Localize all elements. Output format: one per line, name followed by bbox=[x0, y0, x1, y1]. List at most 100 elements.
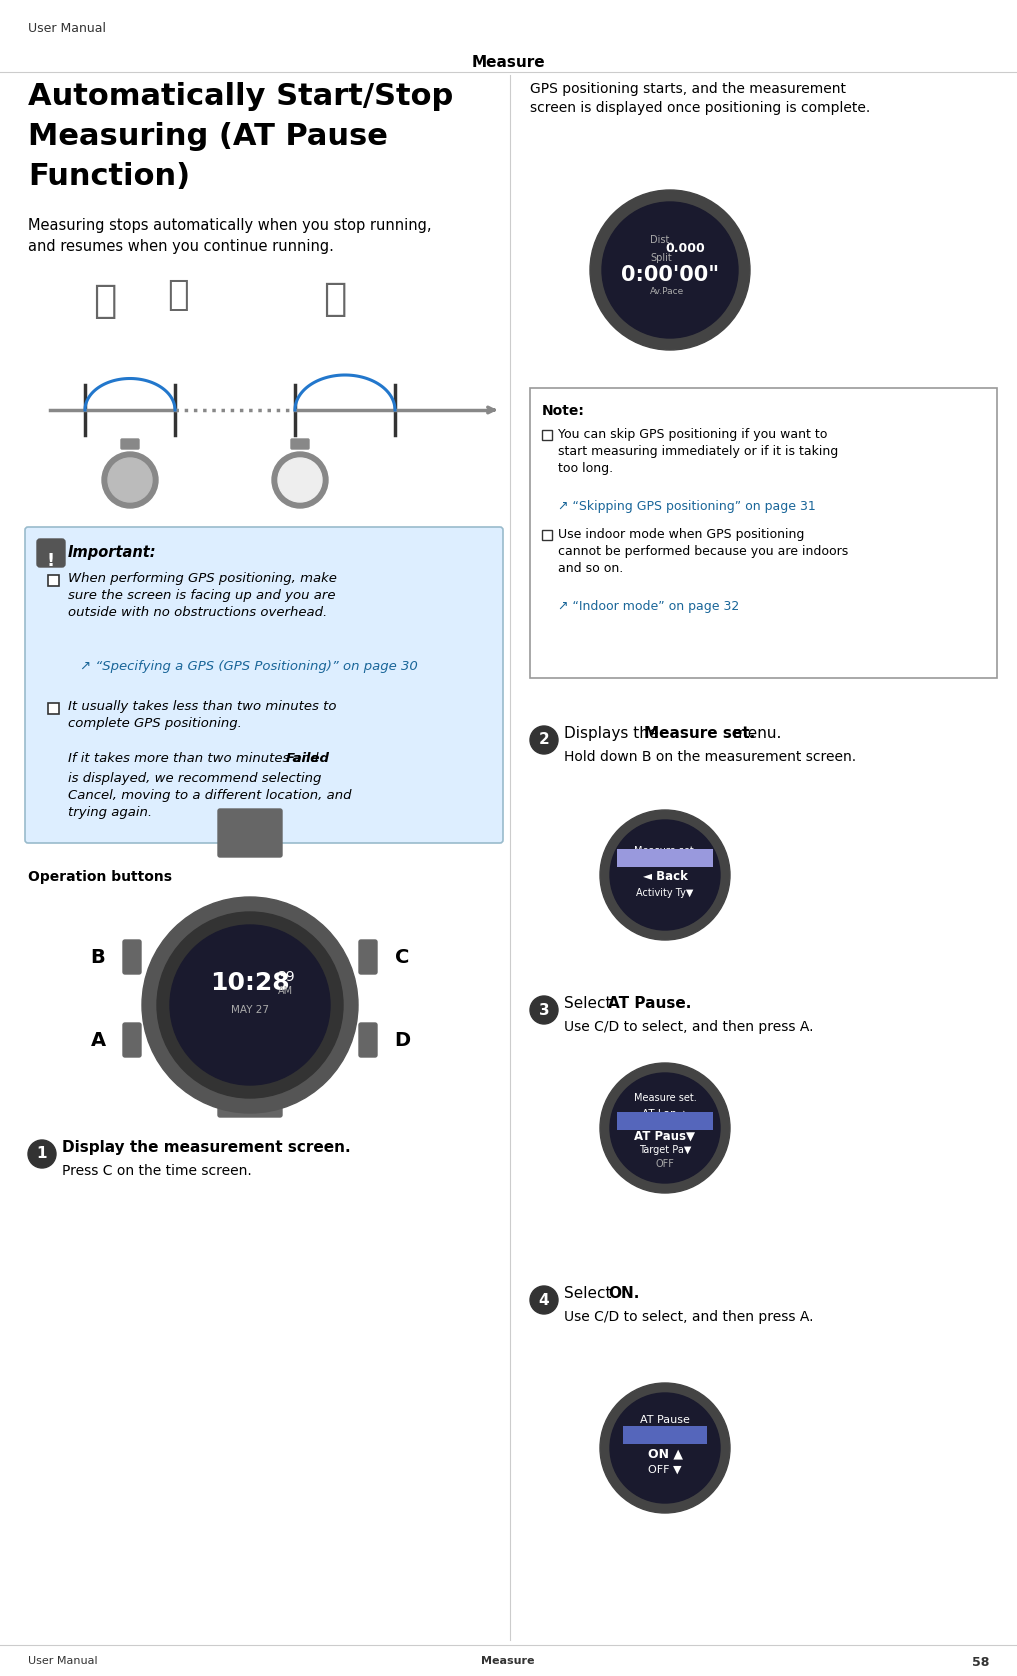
Text: Note:: Note: bbox=[542, 404, 585, 417]
Circle shape bbox=[108, 458, 152, 503]
Text: 10:28: 10:28 bbox=[211, 970, 290, 996]
Text: menu.: menu. bbox=[728, 726, 781, 741]
Text: ◄ Back: ◄ Back bbox=[643, 870, 687, 883]
Text: It usually takes less than two minutes to
complete GPS positioning.: It usually takes less than two minutes t… bbox=[68, 701, 337, 731]
Text: GPS positioning starts, and the measurement
screen is displayed once positioning: GPS positioning starts, and the measurem… bbox=[530, 82, 871, 116]
Text: Measure: Measure bbox=[471, 55, 545, 70]
Text: 🏃: 🏃 bbox=[94, 282, 117, 320]
Text: Press C on the time screen.: Press C on the time screen. bbox=[62, 1165, 252, 1178]
Text: User Manual: User Manual bbox=[28, 22, 106, 35]
Text: Important:: Important: bbox=[68, 545, 157, 560]
Text: 🚶: 🚶 bbox=[167, 278, 189, 312]
Circle shape bbox=[610, 1073, 720, 1183]
Text: Target Pa▼: Target Pa▼ bbox=[639, 1145, 692, 1155]
Bar bbox=[542, 431, 552, 441]
Text: 0:00'00": 0:00'00" bbox=[621, 265, 719, 285]
Text: AM: AM bbox=[278, 985, 293, 996]
Text: 🏃: 🏃 bbox=[323, 280, 347, 318]
Bar bbox=[617, 1111, 713, 1130]
FancyBboxPatch shape bbox=[25, 526, 503, 843]
Text: ON ▲: ON ▲ bbox=[648, 1448, 682, 1460]
Text: You can skip GPS positioning if you want to
start measuring immediately or if it: You can skip GPS positioning if you want… bbox=[558, 427, 838, 474]
FancyBboxPatch shape bbox=[37, 540, 65, 566]
Text: 3: 3 bbox=[539, 1002, 549, 1017]
Text: Activity Ty▼: Activity Ty▼ bbox=[637, 888, 694, 898]
Text: ON.: ON. bbox=[608, 1285, 640, 1301]
FancyBboxPatch shape bbox=[291, 494, 309, 504]
FancyBboxPatch shape bbox=[218, 1069, 282, 1116]
FancyBboxPatch shape bbox=[121, 494, 139, 504]
Text: C: C bbox=[395, 947, 409, 967]
Text: Av.Pace: Av.Pace bbox=[650, 288, 684, 297]
Circle shape bbox=[157, 912, 343, 1098]
Text: AT Paus▼: AT Paus▼ bbox=[635, 1130, 696, 1143]
FancyBboxPatch shape bbox=[123, 940, 141, 974]
Text: Use C/D to select, and then press A.: Use C/D to select, and then press A. bbox=[564, 1311, 814, 1324]
Text: Display the measurement screen.: Display the measurement screen. bbox=[62, 1140, 351, 1155]
Text: OFF: OFF bbox=[656, 1160, 674, 1168]
Text: is displayed, we recommend selecting
Cancel, moving to a different location, and: is displayed, we recommend selecting Can… bbox=[68, 773, 352, 820]
Circle shape bbox=[600, 810, 730, 940]
Text: Operation buttons: Operation buttons bbox=[28, 870, 172, 883]
Text: Select: Select bbox=[564, 1285, 616, 1301]
Circle shape bbox=[28, 1140, 56, 1168]
Circle shape bbox=[530, 996, 558, 1024]
Text: 1: 1 bbox=[37, 1146, 47, 1161]
Circle shape bbox=[600, 1063, 730, 1193]
Bar bbox=[48, 575, 59, 587]
Circle shape bbox=[530, 726, 558, 754]
Text: If it takes more than two minutes and: If it takes more than two minutes and bbox=[68, 753, 322, 764]
Circle shape bbox=[530, 1285, 558, 1314]
Text: Automatically Start/Stop: Automatically Start/Stop bbox=[28, 82, 454, 111]
Text: 39: 39 bbox=[278, 970, 296, 984]
Text: Use C/D to select, and then press A.: Use C/D to select, and then press A. bbox=[564, 1021, 814, 1034]
FancyBboxPatch shape bbox=[123, 1022, 141, 1058]
Bar bbox=[617, 850, 713, 866]
Text: Measure: Measure bbox=[481, 1656, 535, 1666]
Text: When performing GPS positioning, make
sure the screen is facing up and you are
o: When performing GPS positioning, make su… bbox=[68, 572, 337, 618]
Bar bbox=[48, 702, 59, 714]
Text: A: A bbox=[91, 1031, 106, 1049]
Circle shape bbox=[170, 925, 330, 1084]
Text: OFF ▼: OFF ▼ bbox=[648, 1465, 681, 1475]
Text: B: B bbox=[91, 947, 106, 967]
Text: Use indoor mode when GPS positioning
cannot be performed because you are indoors: Use indoor mode when GPS positioning can… bbox=[558, 528, 848, 575]
Circle shape bbox=[602, 203, 738, 339]
Text: Select: Select bbox=[564, 996, 616, 1011]
Circle shape bbox=[272, 453, 328, 508]
Circle shape bbox=[610, 1393, 720, 1503]
FancyBboxPatch shape bbox=[530, 389, 997, 679]
FancyBboxPatch shape bbox=[359, 940, 377, 974]
Text: MAY 27: MAY 27 bbox=[231, 1006, 270, 1016]
Circle shape bbox=[102, 453, 158, 508]
Text: Hold down B on the measurement screen.: Hold down B on the measurement screen. bbox=[564, 749, 856, 764]
Text: ↗ “Skipping GPS positioning” on page 31: ↗ “Skipping GPS positioning” on page 31 bbox=[558, 499, 816, 513]
Circle shape bbox=[142, 897, 358, 1113]
Text: AT Pause: AT Pause bbox=[640, 1415, 690, 1425]
Text: 2: 2 bbox=[539, 732, 549, 747]
Text: ↗ “Indoor mode” on page 32: ↗ “Indoor mode” on page 32 bbox=[558, 600, 739, 613]
Text: Dist.: Dist. bbox=[650, 235, 672, 245]
Text: Measure set.: Measure set. bbox=[634, 1093, 697, 1103]
Circle shape bbox=[590, 189, 750, 350]
Text: 4: 4 bbox=[539, 1292, 549, 1307]
Text: Measure set.: Measure set. bbox=[634, 846, 697, 856]
FancyBboxPatch shape bbox=[121, 439, 139, 449]
Text: Split: Split bbox=[650, 253, 672, 263]
FancyBboxPatch shape bbox=[291, 439, 309, 449]
Circle shape bbox=[600, 1383, 730, 1513]
Circle shape bbox=[278, 458, 322, 503]
Bar bbox=[542, 530, 552, 540]
Text: !: ! bbox=[47, 551, 55, 570]
Text: Measuring stops automatically when you stop running,
and resumes when you contin: Measuring stops automatically when you s… bbox=[28, 218, 431, 255]
FancyBboxPatch shape bbox=[218, 810, 282, 856]
Text: Function): Function) bbox=[28, 163, 190, 191]
Text: Failed: Failed bbox=[286, 753, 330, 764]
Text: ↗ “Specifying a GPS (GPS Positioning)” on page 30: ↗ “Specifying a GPS (GPS Positioning)” o… bbox=[80, 660, 418, 674]
Text: AT Pause.: AT Pause. bbox=[608, 996, 692, 1011]
Text: Measure set.: Measure set. bbox=[644, 726, 756, 741]
Text: Displays the: Displays the bbox=[564, 726, 663, 741]
Text: Measuring (AT Pause: Measuring (AT Pause bbox=[28, 122, 387, 151]
Text: AT Lap ▲: AT Lap ▲ bbox=[642, 1110, 687, 1120]
Circle shape bbox=[610, 820, 720, 930]
